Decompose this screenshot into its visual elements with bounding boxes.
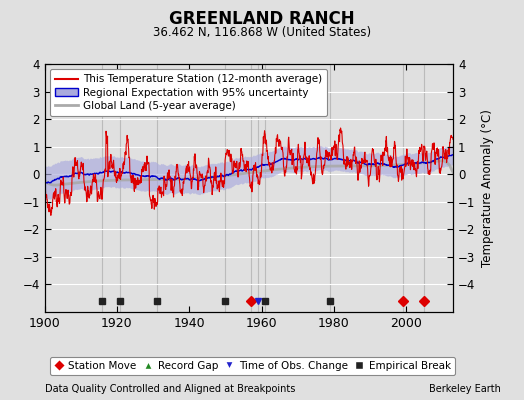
- Text: Data Quality Controlled and Aligned at Breakpoints: Data Quality Controlled and Aligned at B…: [45, 384, 295, 394]
- Text: 36.462 N, 116.868 W (United States): 36.462 N, 116.868 W (United States): [153, 26, 371, 39]
- Legend: Station Move, Record Gap, Time of Obs. Change, Empirical Break: Station Move, Record Gap, Time of Obs. C…: [50, 357, 455, 375]
- Text: GREENLAND RANCH: GREENLAND RANCH: [169, 10, 355, 28]
- Y-axis label: Temperature Anomaly (°C): Temperature Anomaly (°C): [481, 109, 494, 267]
- Text: Berkeley Earth: Berkeley Earth: [429, 384, 500, 394]
